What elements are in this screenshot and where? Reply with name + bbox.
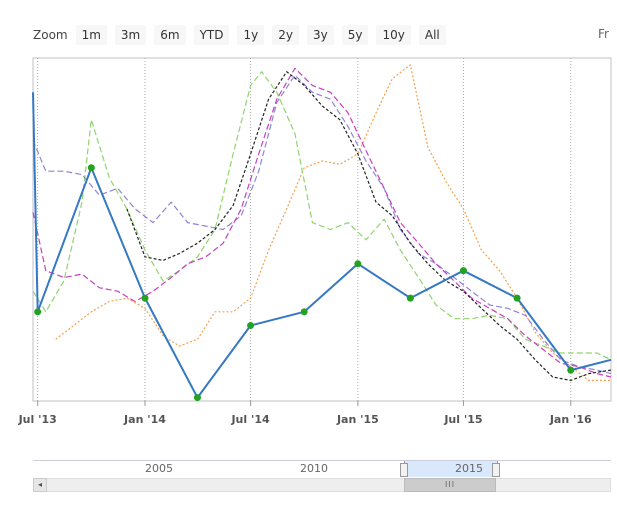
- data-point: [513, 294, 521, 302]
- line-chart: Jul '13 Jan '14 Jul '14 Jan '15 Jul '15 Jan '…: [18, 57, 612, 426]
- series-line-dashed-magenta: [32, 67, 612, 378]
- data-point: [34, 308, 42, 316]
- series-line-dashed-purple: [32, 74, 612, 375]
- data-point: [354, 260, 362, 268]
- scrollbar-track[interactable]: [33, 478, 611, 492]
- zoom-button-1y[interactable]: 1y: [237, 25, 265, 45]
- zoom-bar: Zoom 1m 3m 6m YTD 1y 2y 3y 5y 10y All: [33, 24, 454, 46]
- zoom-button-3m[interactable]: 3m: [114, 25, 147, 45]
- zoom-button-1m[interactable]: 1m: [75, 25, 107, 45]
- zoom-button-10y[interactable]: 10y: [376, 25, 411, 45]
- series-line-solid-markers: [32, 92, 612, 399]
- zoom-button-all[interactable]: All: [418, 25, 446, 45]
- data-point: [87, 164, 95, 172]
- navigator-label-2005: 2005: [145, 462, 173, 475]
- series-line-dashed-black: [126, 71, 612, 381]
- x-tick-label: Jul '13: [18, 413, 57, 426]
- navigator-label-2010: 2010: [300, 462, 328, 475]
- x-tick-label: Jan '16: [549, 413, 592, 426]
- navigator-left-handle[interactable]: [400, 463, 408, 477]
- zoom-button-2y[interactable]: 2y: [272, 25, 299, 45]
- data-point: [300, 308, 308, 316]
- plot-area-border: [32, 57, 612, 402]
- x-tick-label: Jul '14: [230, 413, 270, 426]
- date-from-label: Fr: [598, 27, 609, 41]
- zoom-button-5y[interactable]: 5y: [341, 25, 369, 45]
- zoom-label: Zoom: [33, 28, 68, 42]
- data-point: [567, 366, 575, 374]
- series-line-dashed-green: [32, 71, 612, 361]
- data-point: [247, 322, 255, 330]
- zoom-button-6m[interactable]: 6m: [154, 25, 186, 45]
- navigator-selected-range[interactable]: [404, 461, 498, 477]
- data-point: [406, 294, 414, 302]
- x-tick-label: Jan '15: [336, 413, 379, 426]
- scroll-left-arrow-icon[interactable]: ◂: [33, 478, 47, 492]
- zoom-button-3y[interactable]: 3y: [306, 25, 334, 45]
- zoom-button-ytd[interactable]: YTD: [193, 25, 230, 45]
- scrollbar-thumb[interactable]: [404, 478, 496, 492]
- data-point: [193, 394, 201, 402]
- x-tick-label: Jul '15: [443, 413, 482, 426]
- x-tick-label: Jan '14: [123, 413, 166, 426]
- data-point: [459, 267, 467, 275]
- data-point: [141, 294, 149, 302]
- series-line-dotted-orange: [55, 64, 611, 381]
- navigator-right-handle[interactable]: [492, 463, 500, 477]
- scrollbar-grip-icon: III: [445, 480, 456, 489]
- navigator-label-2015: 2015: [455, 462, 483, 475]
